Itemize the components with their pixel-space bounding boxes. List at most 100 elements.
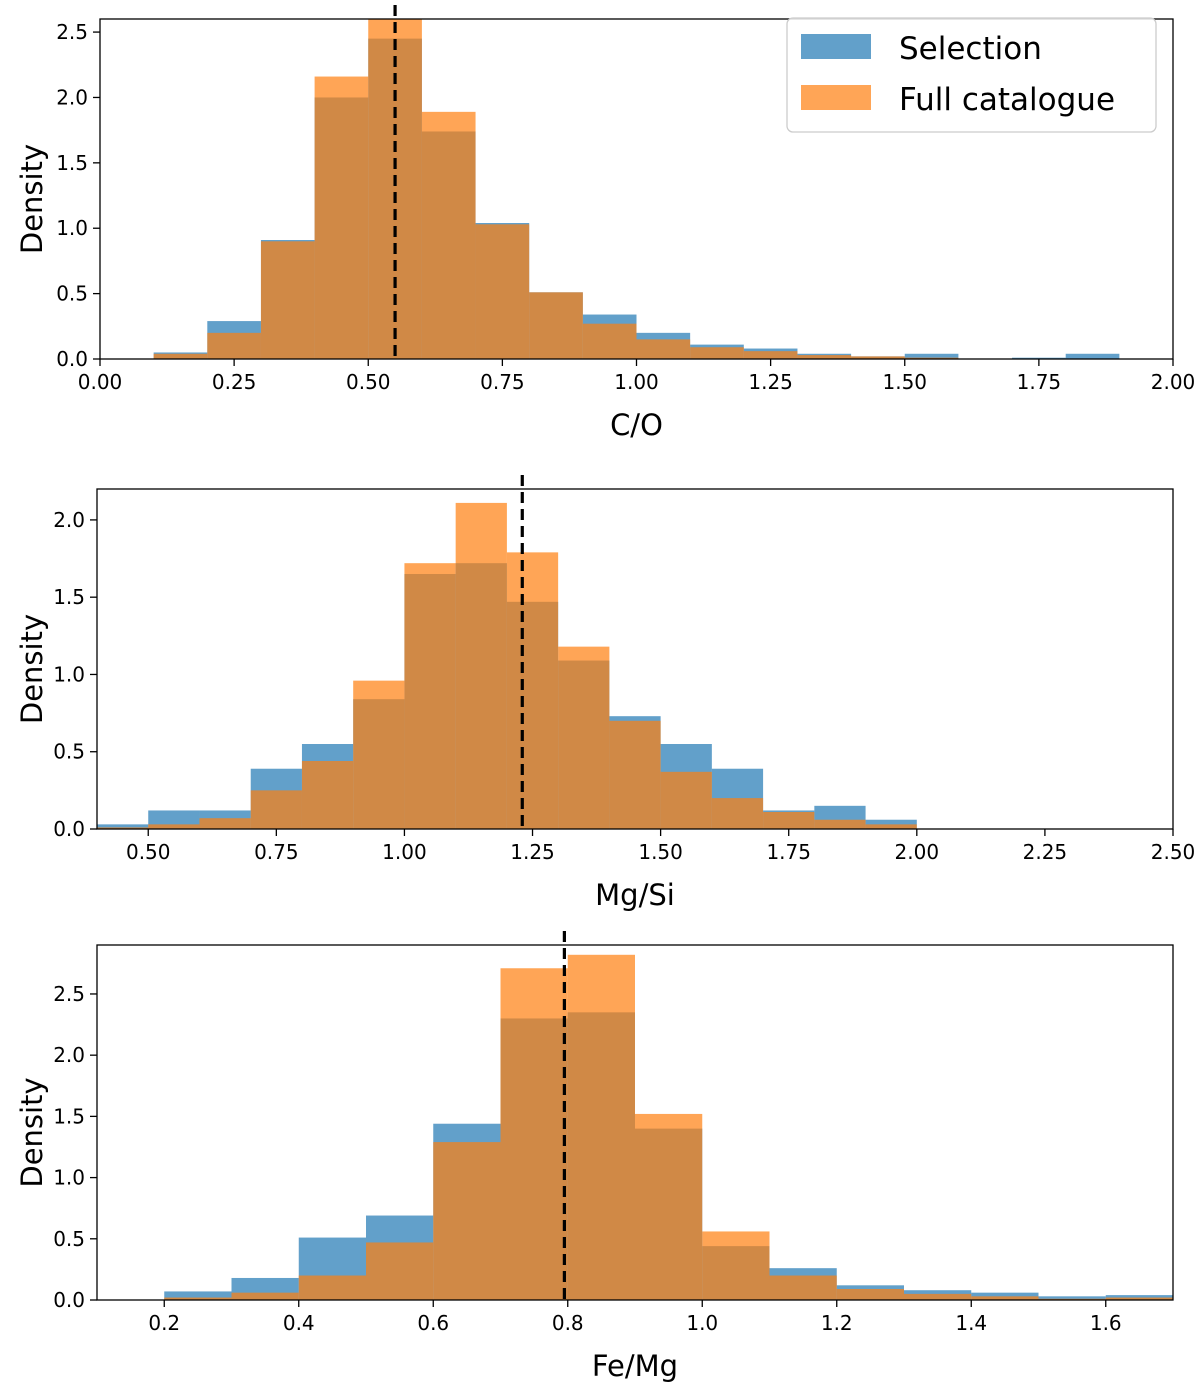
bar — [164, 1291, 232, 1300]
x-tick-label: 0.25 — [212, 370, 257, 394]
bar — [260, 241, 315, 359]
panel-fe-mg: 0.2 0.4 0.6 0.8 1.0 1.2 1.4 1.6 0.0 0.5 1.0 1.5 2.0 2… — [15, 931, 1174, 1383]
x-axis-label: C/O — [610, 408, 663, 442]
bar — [836, 1288, 904, 1300]
y-tick-label: 0.5 — [53, 1227, 85, 1251]
panel-mg-si: 0.50 0.75 1.00 1.25 1.50 1.75 2.00 2.25 2.50 0.0 0… — [15, 475, 1195, 912]
y-axis-label: Density — [15, 614, 49, 724]
bar — [814, 819, 866, 829]
x-tick-label: 1.25 — [748, 370, 793, 394]
axes-frame — [96, 488, 1174, 830]
y-tick-label: 1.0 — [53, 1166, 85, 1190]
bar — [366, 1242, 434, 1300]
bar — [690, 347, 744, 359]
bar — [231, 1292, 299, 1300]
legend-label: Full catalogue — [899, 82, 1115, 118]
bar — [1038, 1296, 1106, 1300]
y-tick-label: 0.0 — [56, 347, 88, 371]
y-tick-label: 1.0 — [56, 216, 88, 240]
bar — [421, 111, 476, 359]
y-axis-label: Density — [15, 1077, 49, 1187]
bar — [769, 1275, 837, 1300]
bar — [298, 1275, 366, 1300]
y-tick-label: 2.0 — [53, 1043, 85, 1067]
x-tick-label: 1.75 — [766, 840, 811, 864]
bar — [635, 1113, 703, 1300]
bar — [455, 502, 507, 829]
bar — [763, 812, 815, 829]
bar — [582, 323, 637, 359]
bar — [97, 827, 149, 829]
bar — [506, 552, 559, 829]
series-full-catalogue — [153, 19, 959, 360]
x-tick-label: 0.50 — [126, 840, 171, 864]
x-tick-label: 0.6 — [417, 1311, 449, 1335]
bar — [250, 790, 302, 829]
x-tick-label: 1.00 — [614, 370, 659, 394]
bar — [904, 353, 959, 359]
y-tick-label: 0.0 — [53, 817, 85, 841]
x-tick-label: 1.4 — [955, 1311, 987, 1335]
x-tick-label: 1.75 — [1017, 370, 1062, 394]
bar — [636, 339, 691, 359]
bar — [609, 720, 661, 829]
bar — [865, 824, 917, 829]
bar — [97, 824, 149, 829]
bar — [199, 818, 251, 829]
panel-c-o: 0.00 0.25 0.50 0.75 1.00 1.25 1.50 1.75 2.00 0.0 0… — [15, 5, 1195, 442]
bar — [567, 954, 635, 1300]
bar — [904, 1293, 972, 1300]
legend: Selection Full catalogue — [786, 17, 1157, 133]
x-tick-label: 2.25 — [1023, 840, 1068, 864]
x-tick-label: 1.2 — [821, 1311, 853, 1335]
x-tick-label: 0.00 — [78, 370, 123, 394]
x-axis-label: Mg/Si — [595, 878, 675, 912]
y-tick-label: 1.5 — [53, 1104, 85, 1128]
x-axis-label: Fe/Mg — [592, 1349, 678, 1383]
bar — [164, 1297, 232, 1300]
bar — [314, 76, 369, 360]
bar — [558, 646, 610, 829]
y-tick-label: 2.5 — [53, 982, 85, 1006]
x-tick-label: 0.4 — [283, 1311, 315, 1335]
bar — [702, 1231, 770, 1300]
series-full-catalogue — [97, 502, 917, 829]
y-tick-label: 2.5 — [56, 20, 88, 44]
x-tick-label: 1.50 — [638, 840, 683, 864]
x-tick-label: 2.00 — [895, 840, 940, 864]
bar — [433, 1142, 501, 1300]
bar — [1065, 353, 1120, 359]
series-full-catalogue — [164, 954, 1173, 1300]
x-tick-label: 0.2 — [148, 1311, 180, 1335]
y-axis-label: Density — [15, 144, 49, 254]
y-tick-label: 0.5 — [53, 740, 85, 764]
x-tick-label: 0.75 — [480, 370, 525, 394]
x-tick-label: 2.50 — [1151, 840, 1196, 864]
legend-box — [786, 17, 1157, 133]
axes-frame — [96, 944, 1174, 1301]
legend-swatch — [801, 85, 871, 110]
y-tick-label: 2.0 — [53, 508, 85, 532]
legend-label: Selection — [899, 31, 1042, 67]
y-tick-label: 1.0 — [53, 662, 85, 686]
bar — [368, 19, 422, 359]
bar — [971, 1296, 1039, 1300]
bar — [404, 563, 456, 829]
bar — [353, 680, 405, 829]
x-tick-label: 1.25 — [510, 840, 555, 864]
bar — [153, 353, 208, 359]
x-tick-label: 1.00 — [382, 840, 427, 864]
bar — [904, 357, 959, 359]
bar — [148, 824, 200, 829]
bar — [301, 761, 354, 829]
bar — [660, 771, 712, 829]
bar — [500, 968, 568, 1300]
y-tick-label: 1.5 — [53, 585, 85, 609]
y-tick-label: 1.5 — [56, 151, 88, 175]
bar — [797, 355, 852, 359]
y-tick-label: 2.0 — [56, 85, 88, 109]
x-tick-label: 0.75 — [254, 840, 299, 864]
y-tick-label: 0.5 — [56, 282, 88, 306]
y-tick-label: 0.0 — [53, 1288, 85, 1312]
x-tick-label: 1.0 — [686, 1311, 718, 1335]
